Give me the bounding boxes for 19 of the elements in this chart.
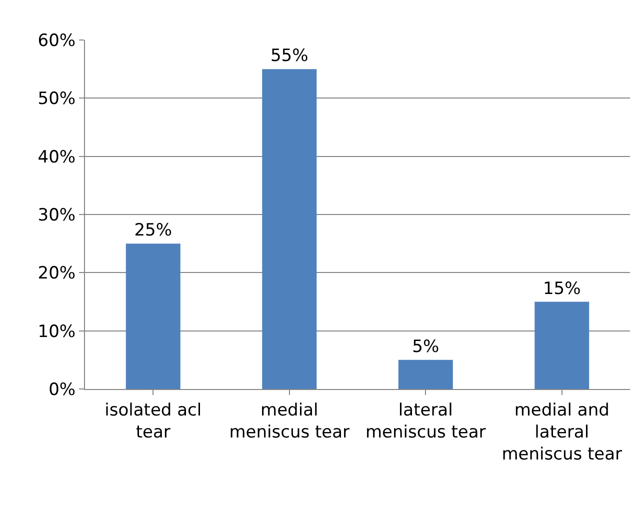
data-label: 25% [134,220,172,241]
y-tick-label: 50% [38,89,76,110]
bar [126,244,180,389]
bar [262,69,317,389]
data-label: 55% [270,46,308,66]
x-tick-label: medial and lateral meniscus tear [502,400,622,465]
data-label: 5% [412,336,440,357]
x-tick-label: medial meniscus tear [229,400,350,442]
y-tick-label: 20% [38,264,76,284]
y-tick-label: 0% [48,380,76,400]
y-tick-label: 40% [38,147,76,168]
y-tick-label: 10% [38,322,76,342]
bar [398,360,453,389]
bar [534,302,590,389]
x-tick-label: lateral meniscus tear [365,400,486,442]
y-tick-label: 30% [38,205,76,226]
x-tick-label: isolated acl tear [104,400,202,442]
y-tick-label: 60% [38,30,76,51]
data-label: 15% [542,278,581,299]
